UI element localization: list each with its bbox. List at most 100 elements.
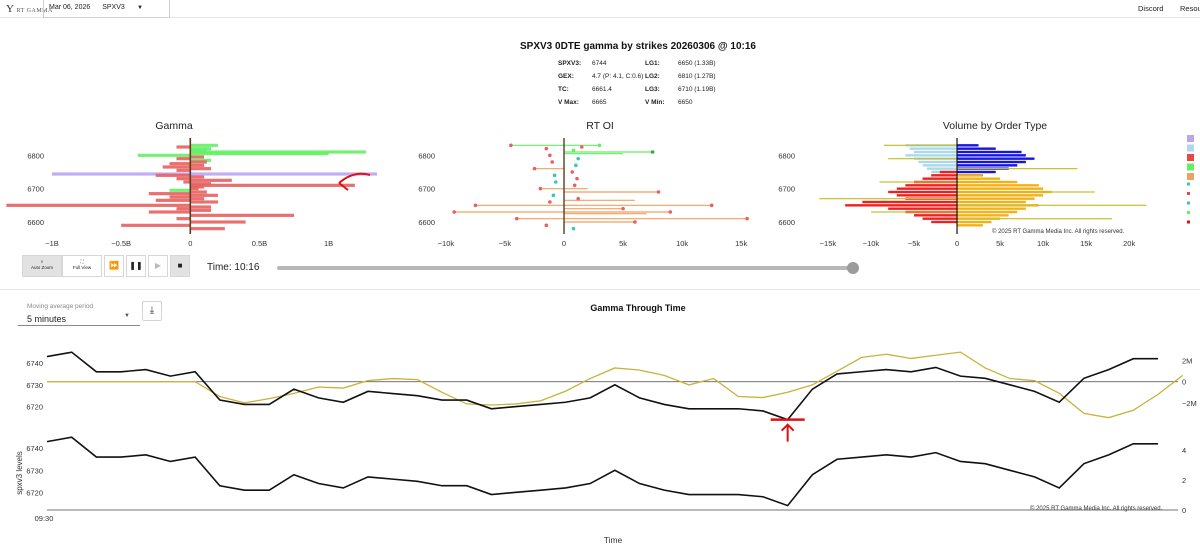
stop-button[interactable]: ■ [170,255,190,277]
volume-bar [957,224,983,227]
oi-point [574,163,578,168]
volume-bar [957,220,992,224]
gamma-through-time-title: Gamma Through Time [590,303,686,313]
volume-bar [957,210,1018,214]
x-tick-label: 0 [188,239,192,248]
time-slider-track[interactable] [277,266,855,270]
resources-link[interactable]: Resou [1180,4,1200,13]
x-tick-label: −5k [499,239,512,248]
legend-swatch [1187,144,1194,152]
stats-right-values: 6650 (1.33B) 6810 (1.27B) 6710 (1.19B) 6650 [678,57,716,109]
volume-bar [957,168,1078,170]
pause-icon: ❚❚ [129,261,143,270]
x-tick-label: 15k [1080,239,1092,248]
chevron-down-icon: ▼ [137,5,143,11]
volume-bar [888,158,958,160]
oi-point [544,146,549,151]
date-ticker-selector[interactable]: Mar 06, 2026 SPXV3 ▼ [43,0,170,18]
x-tick-label: 0.5B [252,239,267,248]
fast-forward-button[interactable]: ⏩ [104,255,124,277]
oi-point [570,170,575,174]
gamma-bar [155,198,191,202]
gamma-bar [190,175,205,179]
top-bar: Υ RT GAMMA Mar 06, 2026 SPXV3 ▼ Discord … [0,0,1200,18]
x-tick-label: −0.5B [111,239,131,248]
oi-point [709,203,714,208]
download-button[interactable]: ⤓ [142,301,162,321]
x-tick-label: 5k [996,239,1004,248]
volume-chart[interactable]: 6800 6700 6600 −15k −10k −5k 0 5k 10k 15k 20k © 202… [765,130,1200,250]
gamma-bar [190,193,218,197]
stat-label: LG2: [645,73,660,80]
y-tick-label: 6720 [26,488,43,497]
annotation-arrow [780,423,795,442]
x-tick-label: −10k [438,239,455,248]
gamma-bar [176,177,191,181]
oi-point [538,186,543,191]
y-tick-label-right: 0 [1182,506,1186,515]
stat-label: V Max: [558,99,579,106]
gamma-bar [190,178,232,182]
gamma-bar [190,213,295,217]
gamma-bar [190,155,205,159]
volume-bar [922,164,958,167]
gamma-chart[interactable]: 6800 6700 6600 −1B −0.5B 0 0.5B 1B [0,130,395,250]
moving-average-select[interactable] [18,300,140,326]
y-axis-label: spxv3 levels [15,451,24,495]
section-divider [0,289,1200,290]
price-line [46,351,1158,421]
legend-swatch [1187,154,1194,161]
stat-label: LG3: [645,86,660,93]
rt-oi-chart-title: RT OI [586,120,614,132]
gamma-bar [190,200,218,204]
time-slider-knob[interactable] [847,262,859,274]
volume-bar [957,154,1026,157]
volume-bar [957,184,1039,187]
legend-swatch [1187,201,1190,205]
y-tick-label: 6740 [26,359,43,368]
stat-label: TC: [558,86,569,93]
gamma-bar [148,210,191,214]
gamma-bar [155,173,191,177]
x-tick-label: 0 [955,239,959,248]
stat-label: GEX: [558,73,574,80]
gamma-through-time-chart[interactable]: 6740 6730 6720 2M 0 −2M 6740 6730 6720 4 2 0 09:30 Ti… [0,340,1200,550]
full-view-button[interactable]: ⛶ Full View [62,255,102,277]
volume-bar [905,184,958,187]
x-tick-label: −10k [863,239,880,248]
oi-point [548,200,552,204]
stats-right: LG1: LG2: LG3: V Min: [645,57,665,109]
oi-point [576,156,580,161]
volume-bar [957,180,1018,184]
discord-link[interactable]: Discord [1138,4,1164,13]
gamma-bar [190,150,366,154]
gamma-bar [148,192,191,196]
volume-bar [957,191,1095,193]
y-tick-label: 6600 [27,218,44,227]
legend-swatch [1187,211,1190,214]
oi-point [668,210,673,214]
pause-button[interactable]: ❚❚ [126,255,146,277]
x-tick-label: 10k [1037,239,1049,248]
gamma-bar [190,190,207,194]
volume-bar [957,157,1035,160]
y-tick-label-right: 4 [1182,446,1186,455]
auto-zoom-button[interactable]: ⌕ Auto Zoom [22,255,62,277]
oi-point [621,206,625,211]
volume-bar [957,200,1026,204]
play-button[interactable]: ▶ [148,255,168,277]
rt-gamma-logo[interactable]: Υ RT GAMMA [6,3,53,15]
oi-point [514,216,519,221]
oi-point [579,145,584,149]
oi-point [597,143,602,148]
gamma-bar [183,180,191,184]
volume-bar [957,187,1044,190]
gamma-bar [190,182,212,186]
stat-value: 6810 (1.27B) [678,73,716,80]
gamma-bar [169,188,191,192]
rt-oi-chart[interactable]: 6800 6700 6600 −10k −5k 0 5k 10k 15k [395,130,765,250]
volume-bar [957,197,1035,200]
stats-left: SPXV3: GEX: TC: V Max: [558,57,581,109]
volume-bar [909,147,958,150]
x-tick-label: −5k [908,239,921,248]
